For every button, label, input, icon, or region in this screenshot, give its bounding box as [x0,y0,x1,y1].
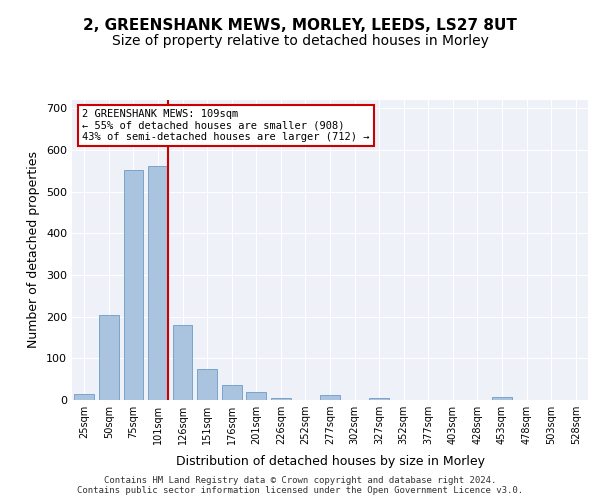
Bar [74,394,94,400]
Text: 2, GREENSHANK MEWS, MORLEY, LEEDS, LS27 8UT: 2, GREENSHANK MEWS, MORLEY, LEEDS, LS27 … [83,18,517,32]
Text: Contains HM Land Registry data © Crown copyright and database right 2024.
Contai: Contains HM Land Registry data © Crown c… [77,476,523,495]
Bar [370,398,389,400]
Bar [271,398,290,400]
Bar [320,395,340,400]
Bar [222,386,242,400]
Text: Size of property relative to detached houses in Morley: Size of property relative to detached ho… [112,34,488,48]
Bar [124,170,143,400]
Bar [148,166,168,400]
X-axis label: Distribution of detached houses by size in Morley: Distribution of detached houses by size … [176,456,485,468]
Bar [99,315,119,400]
Text: 2 GREENSHANK MEWS: 109sqm
← 55% of detached houses are smaller (908)
43% of semi: 2 GREENSHANK MEWS: 109sqm ← 55% of detac… [82,109,370,142]
Bar [197,369,217,400]
Bar [492,396,512,400]
Bar [173,324,193,400]
Y-axis label: Number of detached properties: Number of detached properties [28,152,40,348]
Bar [247,392,266,400]
